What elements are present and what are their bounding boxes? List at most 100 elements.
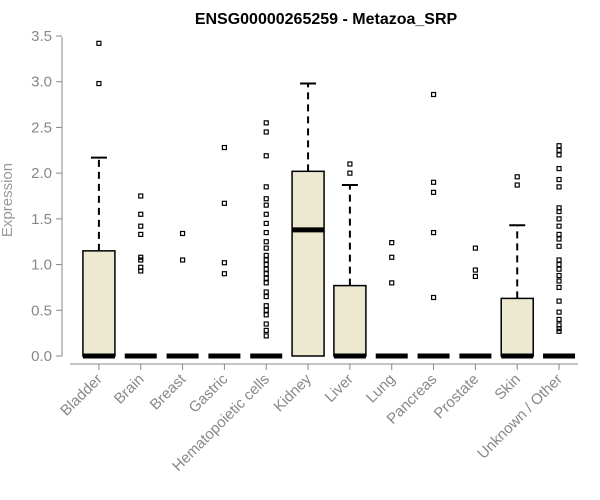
outlier-point xyxy=(514,182,520,188)
outlier-point xyxy=(556,223,562,229)
x-tick-label: Kidney xyxy=(270,370,315,415)
outlier-point xyxy=(430,91,437,98)
outlier-point xyxy=(556,284,562,291)
outlier-point xyxy=(138,254,144,260)
y-tick-label: 1.5 xyxy=(31,211,52,228)
x-tick-label: Breast xyxy=(147,370,190,413)
outlier-point xyxy=(556,261,562,268)
outlier-point xyxy=(263,239,269,245)
x-tick-label: Bladder xyxy=(57,371,106,420)
outlier-point xyxy=(263,153,269,159)
box-pancreas xyxy=(417,91,450,359)
x-tick-label: Brain xyxy=(111,371,148,408)
outlier-point xyxy=(263,271,269,277)
y-tick-label: 2.0 xyxy=(31,165,52,182)
y-tick-label: 3.0 xyxy=(31,74,52,91)
outlier-point xyxy=(263,275,269,281)
outlier-point xyxy=(514,174,520,180)
outlier-point xyxy=(263,261,269,268)
x-tick-label: Liver xyxy=(322,371,357,406)
outlier-point xyxy=(556,205,562,211)
x-tick-label: Lung xyxy=(363,371,399,407)
outlier-point xyxy=(556,184,562,190)
y-axis-title: Expression xyxy=(0,163,16,237)
outlier-point xyxy=(347,161,353,167)
box-skin xyxy=(500,174,534,359)
outlier-point xyxy=(556,272,562,279)
outlier-point xyxy=(263,312,269,318)
outlier-point xyxy=(263,280,269,286)
outlier-point xyxy=(556,257,562,263)
outlier-point xyxy=(556,309,562,315)
box-prostate xyxy=(459,245,492,359)
outlier-point xyxy=(138,264,144,270)
outlier-point xyxy=(263,252,269,259)
chart-title: ENSG00000265259 - Metazoa_SRP xyxy=(195,11,458,28)
outlier-point xyxy=(263,184,269,190)
outlier-point xyxy=(179,257,186,263)
box-brain xyxy=(124,193,157,359)
outlier-point xyxy=(221,144,228,151)
outlier-point xyxy=(556,322,562,328)
outlier-point xyxy=(263,307,269,313)
outlier-point xyxy=(430,189,437,195)
outlier-point xyxy=(556,231,562,237)
outlier-point xyxy=(472,245,478,251)
outlier-point xyxy=(138,223,144,229)
outlier-point xyxy=(263,245,269,251)
outlier-point xyxy=(263,266,269,272)
outlier-point xyxy=(221,260,228,266)
outlier-point xyxy=(263,257,269,263)
box-kidney xyxy=(291,82,325,357)
outlier-point xyxy=(556,243,562,249)
outlier-point xyxy=(430,229,437,236)
x-tick-label: Skin xyxy=(491,371,524,404)
y-tick-label: 1.0 xyxy=(31,257,52,274)
x-tick-label: Prostate xyxy=(431,371,483,423)
outlier-point xyxy=(138,257,144,263)
outlier-point xyxy=(556,328,562,334)
boxplot-series xyxy=(82,40,576,359)
box-gastric xyxy=(208,144,241,359)
outlier-point xyxy=(556,266,562,272)
box-liver xyxy=(333,161,367,359)
box-lung xyxy=(375,240,408,359)
outlier-point xyxy=(263,327,269,333)
outlier-point xyxy=(263,229,269,236)
box-bladder xyxy=(82,40,116,359)
outlier-point xyxy=(96,80,102,87)
outlier-point xyxy=(179,230,186,237)
outlier-point xyxy=(389,254,395,260)
outlier-point xyxy=(389,240,395,246)
box-hematopoietic-cells xyxy=(250,120,283,359)
outlier-point xyxy=(430,179,437,185)
box-iqr xyxy=(500,297,534,357)
outlier-point xyxy=(263,303,269,309)
outlier-point xyxy=(556,298,562,304)
y-tick-label: 0.0 xyxy=(31,348,52,365)
outlier-point xyxy=(263,220,269,227)
outlier-point xyxy=(263,293,269,300)
outlier-point xyxy=(556,165,562,172)
outlier-point xyxy=(472,273,478,280)
outlier-point xyxy=(556,278,562,284)
outlier-point xyxy=(556,216,562,222)
outlier-point xyxy=(263,120,269,126)
outlier-point xyxy=(472,267,478,273)
outlier-point xyxy=(263,129,269,135)
outlier-point xyxy=(347,170,353,176)
outlier-point xyxy=(556,143,562,149)
outlier-point xyxy=(263,196,269,202)
outlier-point xyxy=(556,316,562,323)
box-unknown-other xyxy=(543,143,576,359)
outlier-point xyxy=(263,289,269,295)
y-tick-label: 3.5 xyxy=(31,28,52,45)
outlier-point xyxy=(221,271,228,277)
outlier-point xyxy=(556,152,562,158)
outlier-point xyxy=(263,321,269,327)
box-iqr xyxy=(333,284,367,357)
outlier-point xyxy=(138,231,144,237)
y-tick-label: 2.5 xyxy=(31,119,52,136)
